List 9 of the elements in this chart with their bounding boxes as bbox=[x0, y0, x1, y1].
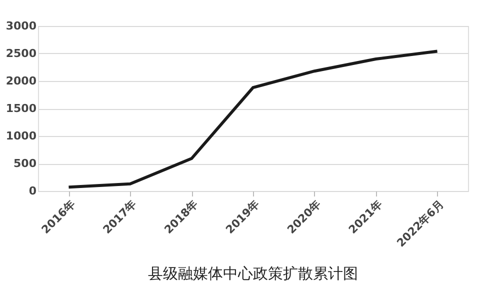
y-tick-label: 3000 bbox=[6, 20, 37, 32]
y-tick-label: 2500 bbox=[6, 47, 37, 60]
y-tick-label: 1000 bbox=[6, 130, 37, 142]
y-tick-label: 0 bbox=[28, 184, 37, 198]
text: 县级融媒体中心政策扩散累计图 bbox=[148, 264, 358, 282]
y-tick-label: 1500 bbox=[6, 102, 37, 115]
y-tick-label: 500 bbox=[14, 157, 37, 170]
y-tick-label: 2000 bbox=[6, 74, 37, 88]
line-series bbox=[67, 50, 439, 189]
